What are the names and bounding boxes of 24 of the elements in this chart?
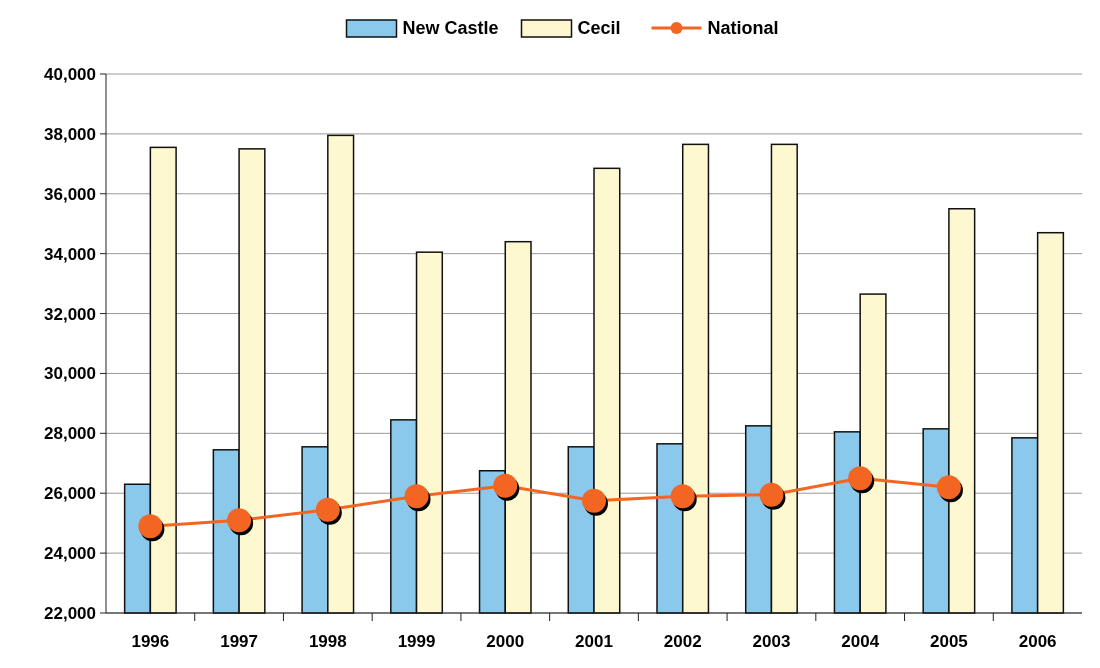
legend-label: Cecil [577,18,621,39]
x-tick-label: 2003 [752,632,791,651]
x-tick-label: 2005 [930,632,968,651]
y-tick-label: 28,000 [44,424,96,444]
y-tick-label: 26,000 [44,484,96,504]
x-tick-label: 2000 [486,632,525,651]
y-tick-label: 22,000 [44,603,96,623]
y-tick-label: 36,000 [44,184,96,204]
legend-label: New Castle [402,18,499,39]
x-tick-label: 2002 [663,632,702,651]
x-tick-label: 1999 [397,632,436,651]
y-tick-label: 32,000 [44,304,96,324]
x-tick-label: 2006 [1018,632,1057,651]
x-tick-label: 1998 [308,632,347,651]
y-tick-label: 30,000 [44,364,96,384]
legend-label: National [707,18,779,39]
y-tick-label: 38,000 [44,124,96,144]
x-tick-label: 2004 [841,632,880,651]
y-tick-label: 24,000 [44,544,96,564]
x-tick-label: 1997 [220,632,258,651]
y-tick-label: 34,000 [44,244,96,264]
x-tick-label: 1996 [131,632,170,651]
x-tick-label: 2001 [575,632,613,651]
y-tick-label: 40,000 [44,64,96,84]
